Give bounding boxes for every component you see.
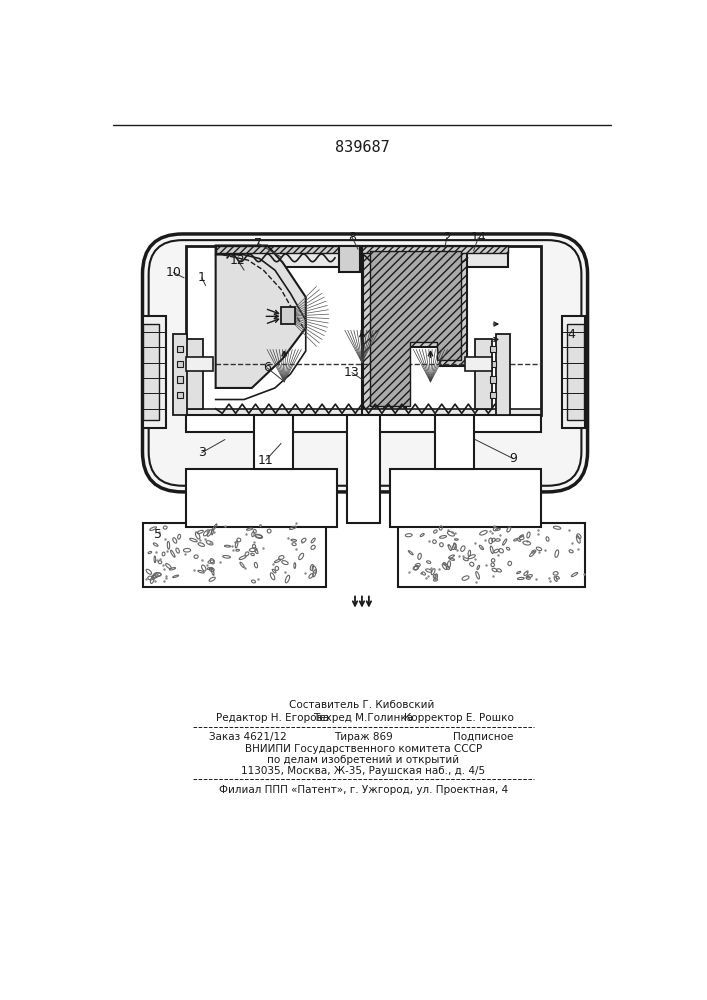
Text: Корректор Е. Рошко: Корректор Е. Рошко [404,713,514,723]
Text: Редактор Н. Егорова: Редактор Н. Егорова [216,713,329,723]
Bar [496,334,510,415]
Bar [187,415,541,432]
FancyBboxPatch shape [143,234,588,492]
Polygon shape [363,246,467,413]
Text: Заказ 4621/12: Заказ 4621/12 [209,732,287,742]
Text: 12: 12 [230,254,246,267]
Text: 1: 1 [198,271,206,284]
Text: 13: 13 [344,366,360,379]
Bar [187,339,204,409]
Text: 7: 7 [254,237,262,250]
Bar [490,376,496,383]
Bar [398,523,585,587]
Text: 6: 6 [263,361,271,374]
Bar [562,316,585,428]
Bar [281,307,295,324]
Bar [177,376,183,383]
Bar [435,415,474,469]
Text: 5: 5 [154,528,162,541]
Text: 8: 8 [348,231,356,244]
Bar [143,523,326,587]
Bar [475,339,492,409]
Text: 2: 2 [443,231,450,244]
Text: Подписное: Подписное [453,732,514,742]
Bar [216,246,508,267]
Bar [216,246,508,253]
Text: 9: 9 [510,452,518,465]
Text: Тираж 869: Тираж 869 [334,732,393,742]
Bar [177,392,183,398]
Bar [177,361,183,367]
Text: 3: 3 [198,446,206,459]
Text: 11: 11 [258,454,274,467]
Text: 4: 4 [568,328,575,341]
Bar [254,415,293,469]
Bar [187,246,541,415]
Bar [187,357,214,371]
Text: Филиал ППП «Патент», г. Ужгород, ул. Проектная, 4: Филиал ППП «Патент», г. Ужгород, ул. Про… [219,785,508,795]
Text: 14: 14 [470,231,486,244]
Text: 839687: 839687 [334,140,390,155]
Bar [143,324,160,420]
Text: 113035, Москва, Ж-35, Раушская наб., д. 4/5: 113035, Москва, Ж-35, Раушская наб., д. … [241,766,486,776]
Bar [346,415,380,523]
Bar [465,357,492,371]
Polygon shape [370,251,461,406]
Bar [339,246,361,272]
Bar [187,469,337,527]
Text: ВНИИПИ Государственного комитета СССР: ВНИИПИ Государственного комитета СССР [245,744,482,754]
Bar [490,361,496,367]
Bar [490,346,496,352]
Bar [187,409,541,423]
Bar [143,316,165,428]
Text: по делам изобретений и открытий: по делам изобретений и открытий [267,755,460,765]
Bar [567,324,584,420]
Text: Техред М.Голинка: Техред М.Голинка [313,713,414,723]
Polygon shape [216,246,305,388]
Text: Составитель Г. Кибовский: Составитель Г. Кибовский [289,700,435,710]
Bar [173,334,187,415]
Bar [177,346,183,352]
Bar [390,469,541,527]
Text: 10: 10 [165,266,181,279]
Bar [490,392,496,398]
